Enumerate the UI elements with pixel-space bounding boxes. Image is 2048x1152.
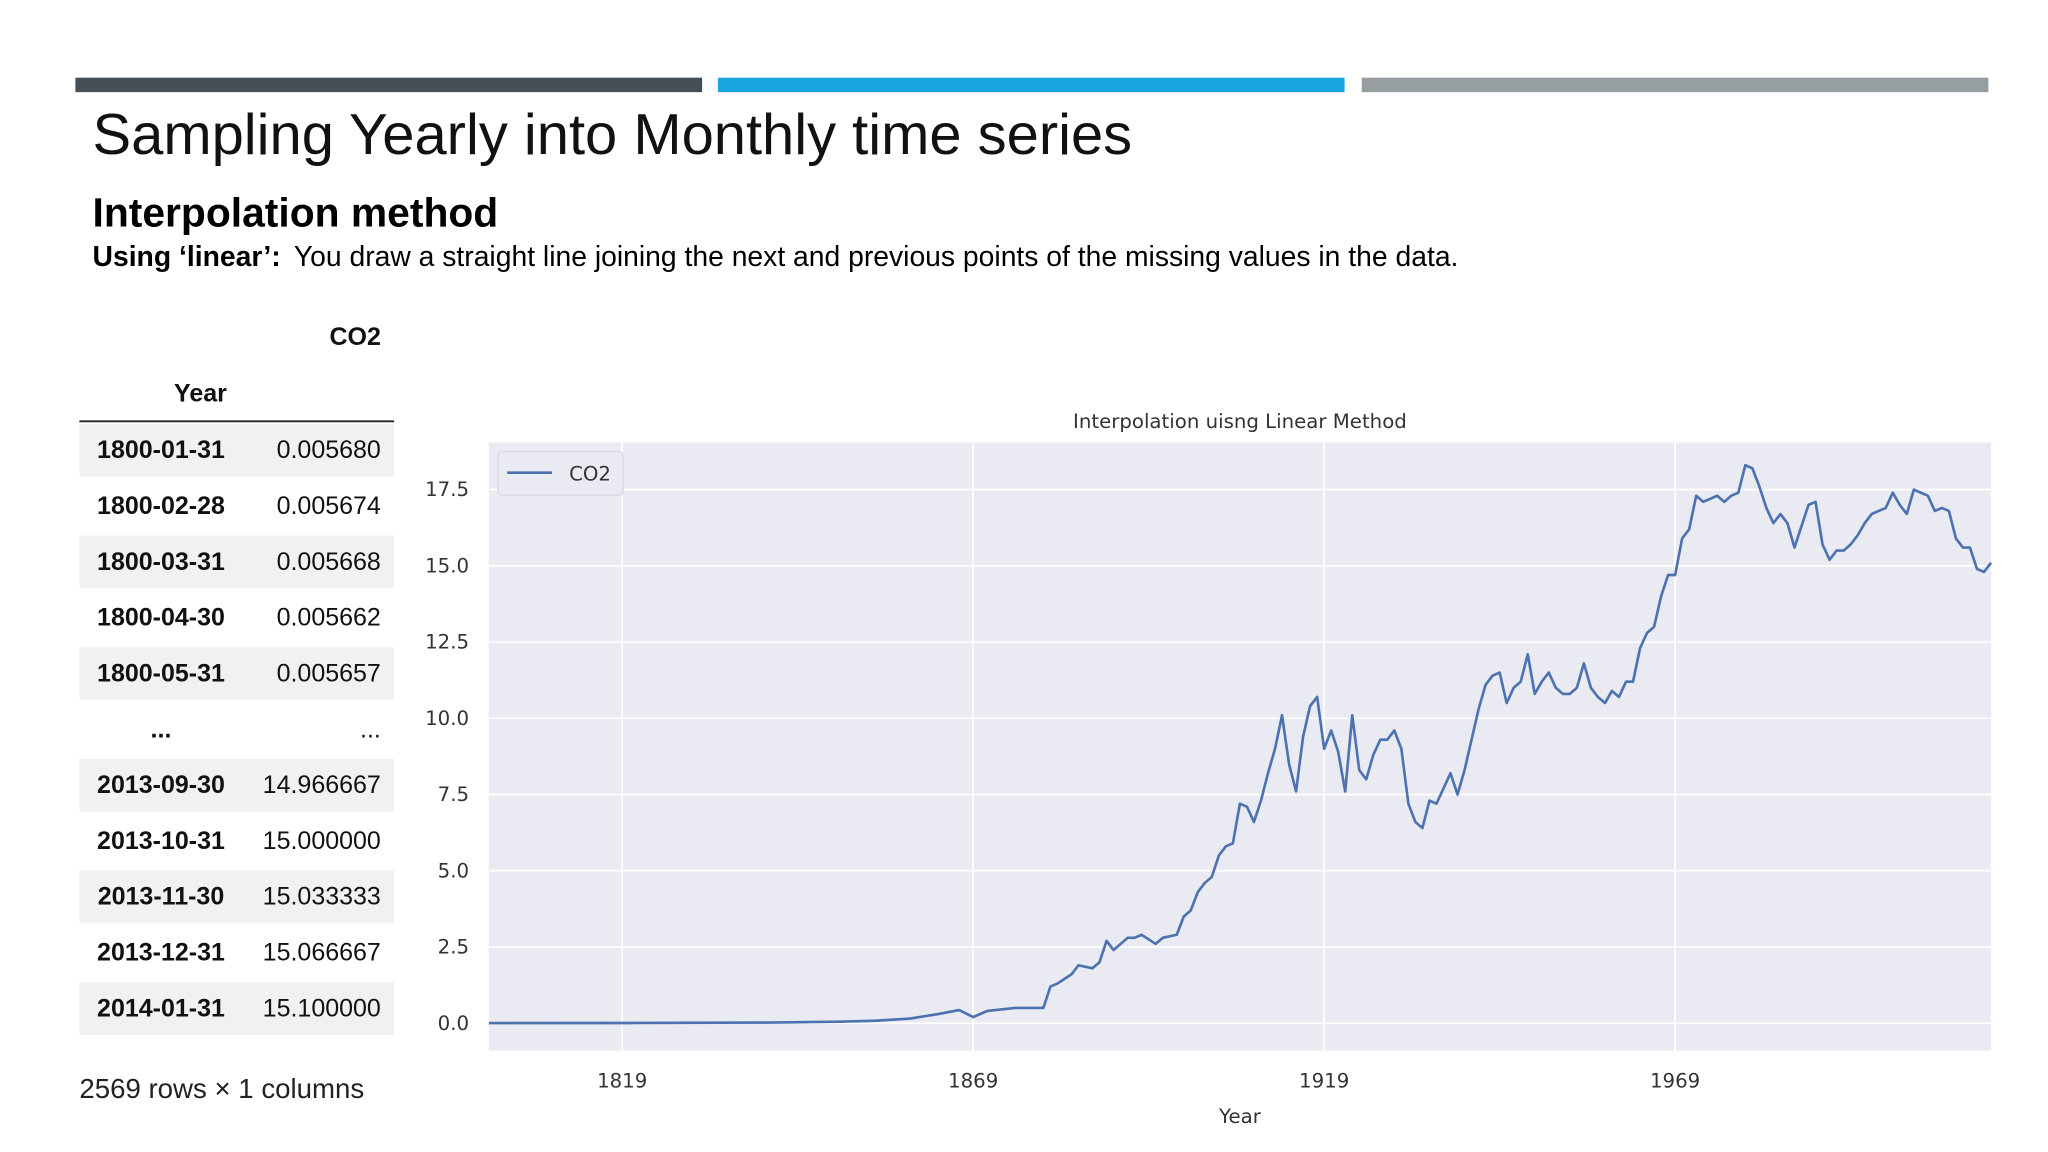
y-tick-label: 17.5 — [425, 478, 469, 501]
row-value: 15.100000 — [263, 994, 381, 1022]
row-index: 2013-11-30 — [98, 883, 225, 911]
legend-label: CO2 — [569, 463, 611, 486]
row-index: 2013-10-31 — [97, 827, 225, 855]
row-value: 15.000000 — [263, 827, 381, 855]
y-tick-label: 5.0 — [438, 859, 469, 882]
row-bg — [79, 423, 395, 477]
y-tick-label: 0.0 — [438, 1012, 469, 1035]
row-bg — [79, 870, 395, 924]
data-line — [488, 463, 1993, 1025]
description-text: You draw a straight line joining the nex… — [294, 240, 1459, 272]
slide-title: Sampling Yearly into Monthly time series — [93, 103, 1133, 167]
y-tick-label: 10.0 — [425, 707, 469, 730]
legend-box — [497, 450, 624, 496]
plot-area — [488, 442, 1992, 1051]
bar-blue — [717, 77, 1345, 93]
row-value: 0.005680 — [277, 436, 381, 464]
row-index: 2013-12-31 — [97, 939, 225, 967]
table-footer: 2569 rows × 1 columns — [79, 1073, 364, 1104]
row-value: 15.033333 — [263, 883, 381, 911]
row-value: 0.005674 — [277, 492, 381, 520]
column-header: CO2 — [329, 323, 380, 351]
row-index: 1800-01-31 — [97, 436, 225, 464]
y-tick-label: 7.5 — [438, 783, 469, 806]
row-bg — [79, 758, 395, 812]
description-label: Using ‘linear’: — [93, 240, 281, 272]
table: CO2 Year 1800-01-31 0.005680 1800-02-28 0.0… — [79, 323, 395, 1035]
bar-gray — [1361, 77, 1989, 93]
x-tick-label: 1869 — [948, 1069, 998, 1092]
x-tick-label: 1819 — [597, 1069, 647, 1092]
row-value: 15.066667 — [263, 939, 381, 967]
subtitle: Interpolation method — [93, 189, 499, 235]
row-index: 1800-02-28 — [97, 492, 225, 520]
row-bg — [79, 535, 395, 589]
row-value: ... — [360, 715, 381, 743]
row-value: 0.005668 — [277, 548, 381, 576]
row-bg — [79, 982, 395, 1035]
chart: Interpolation uisng Linear Method Year 0.0… — [425, 410, 1993, 1128]
y-tick-label: 15.0 — [425, 554, 469, 577]
index-name: Year — [174, 380, 227, 408]
row-value: 14.966667 — [263, 771, 381, 799]
x-axis-label: Year — [1218, 1105, 1262, 1128]
x-tick-label: 1969 — [1650, 1069, 1700, 1092]
row-index: 2013-09-30 — [97, 771, 225, 799]
row-bg — [79, 647, 395, 700]
row-value: 0.005662 — [277, 604, 381, 632]
row-index: 1800-05-31 — [97, 659, 225, 687]
row-index: 2014-01-31 — [97, 994, 225, 1022]
row-index: ... — [151, 715, 172, 743]
row-index: 1800-03-31 — [97, 548, 225, 576]
y-tick-label: 12.5 — [425, 631, 469, 654]
row-index: 1800-04-30 — [97, 604, 225, 632]
bar-dark — [75, 77, 703, 93]
chart-title: Interpolation uisng Linear Method — [1073, 410, 1407, 433]
x-tick-label: 1919 — [1299, 1069, 1349, 1092]
description: Using ‘linear’: You draw a straight line … — [93, 240, 1459, 272]
row-value: 0.005657 — [277, 659, 381, 687]
y-tick-label: 2.5 — [438, 936, 469, 959]
